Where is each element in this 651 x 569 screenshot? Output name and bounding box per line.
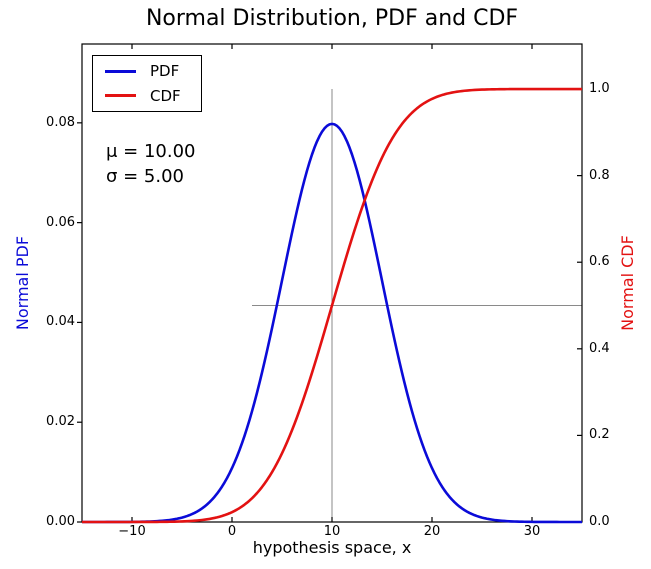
right-y-tick-label: 1.0 [589,81,610,97]
left-y-tick-label: 0.02 [46,414,75,430]
right-y-tick-label: 0.6 [589,254,610,270]
legend-item-cdf: CDF [105,87,201,105]
left-y-tick-label: 0.00 [46,514,75,529]
legend-label-pdf: PDF [150,62,180,81]
legend-item-pdf: PDF [105,62,201,80]
right-y-tick-label: 0.0 [589,514,610,529]
left-y-tick-label: 0.08 [46,114,75,130]
mu-annotation: μ = 10.00 [106,141,196,162]
x-tick-label: 30 [523,524,541,539]
left-y-tick-label: 0.06 [46,214,75,230]
series-pdf-curve [82,122,582,524]
right-y-tick-label: 0.8 [589,167,610,183]
pdf-line-swatch [105,69,136,73]
x-tick-label: −10 [118,524,146,539]
x-tick-label: 20 [423,524,441,539]
x-axis-label: hypothesis space, x [252,538,412,557]
x-tick-label: 10 [323,524,341,539]
series-cdf-curve [82,87,582,524]
sigma-annotation: σ = 5.00 [106,166,185,187]
right-y-tick-label: 0.2 [589,427,610,443]
chart-title: Normal Distribution, PDF and CDF [145,6,519,31]
right-y-tick-label: 0.4 [589,340,610,356]
x-tick-label: 0 [227,524,237,539]
legend: PDF CDF [92,55,202,112]
legend-label-cdf: CDF [150,86,181,105]
mu-sigma-annotation: μ = 10.00 σ = 5.00 [106,139,196,189]
cdf-line-swatch [105,94,136,98]
left-y-tick-label: 0.04 [46,314,75,330]
